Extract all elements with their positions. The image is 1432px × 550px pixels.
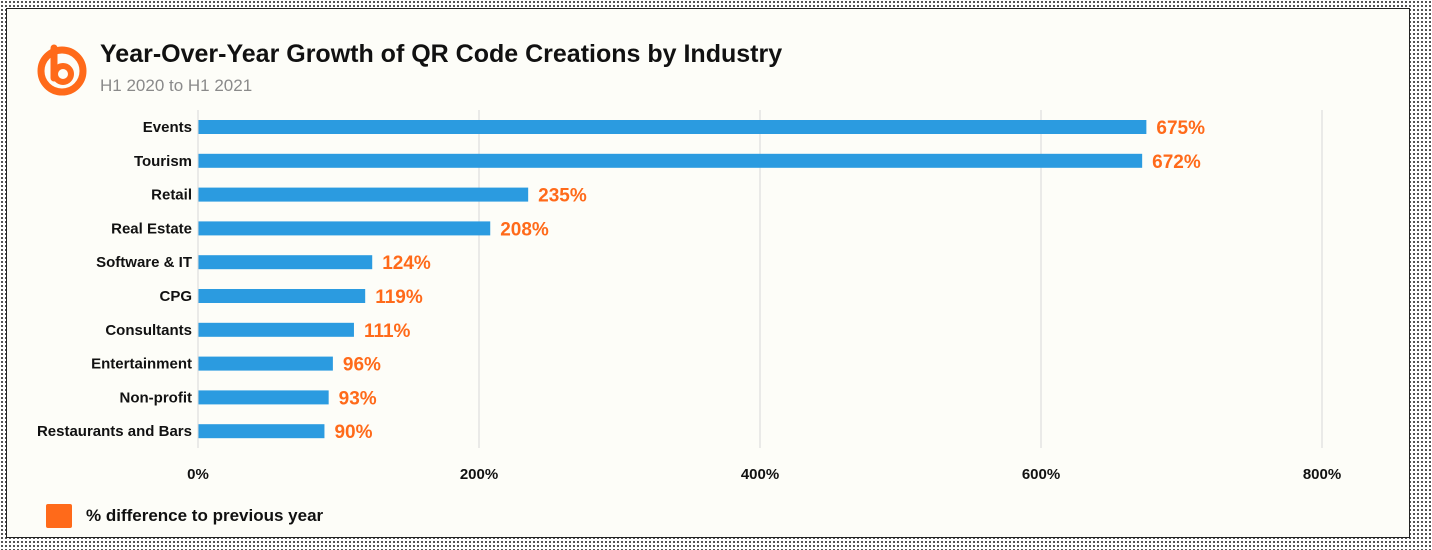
bar-consultants (198, 322, 354, 337)
value-label-software-and-it: 124% (382, 253, 431, 274)
category-label-retail: Retail (151, 187, 192, 204)
bar-real-estate (198, 221, 491, 236)
bitly-logo-icon (37, 44, 87, 96)
category-label-real-estate: Real Estate (111, 220, 192, 237)
bar-tourism (198, 153, 1143, 168)
legend-swatch (46, 504, 72, 528)
category-label-software-and-it: Software & IT (96, 254, 192, 271)
category-label-non-profit: Non-profit (120, 389, 192, 406)
chart-subtitle: H1 2020 to H1 2021 (100, 76, 253, 95)
value-label-events: 675% (1156, 118, 1205, 139)
value-label-non-profit: 93% (339, 388, 377, 409)
bar-cpg (198, 289, 366, 303)
value-label-tourism: 672% (1152, 152, 1201, 173)
x-tick-label-200: 200% (460, 466, 498, 483)
value-label-consultants: 111% (364, 321, 411, 342)
value-label-entertainment: 96% (343, 355, 381, 376)
bar-non-profit (198, 390, 329, 405)
value-label-retail: 235% (538, 186, 587, 207)
category-label-restaurants-and-bars: Restaurants and Bars (37, 423, 192, 440)
value-label-restaurants-and-bars: 90% (334, 422, 372, 443)
category-label-cpg: CPG (159, 288, 192, 305)
value-label-cpg: 119% (375, 287, 423, 308)
chart-card (6, 8, 1410, 538)
x-tick-label-0: 0% (187, 466, 209, 483)
x-tick-label-800: 800% (1303, 466, 1341, 483)
bar-retail (198, 187, 529, 202)
bar-events (198, 120, 1147, 134)
category-label-events: Events (143, 119, 192, 136)
legend-label: % difference to previous year (86, 506, 324, 525)
category-label-tourism: Tourism (134, 153, 192, 170)
chart-title: Year-Over-Year Growth of QR Code Creatio… (100, 40, 783, 68)
category-label-consultants: Consultants (105, 322, 192, 339)
x-tick-label-600: 600% (1022, 466, 1060, 483)
bar-entertainment (198, 356, 333, 371)
value-label-real-estate: 208% (500, 219, 549, 240)
bar-restaurants-and-bars (198, 424, 325, 439)
bar-software-and-it (198, 255, 373, 270)
legend: % difference to previous year (46, 504, 323, 528)
category-label-entertainment: Entertainment (91, 356, 192, 373)
x-tick-label-400: 400% (741, 466, 779, 483)
